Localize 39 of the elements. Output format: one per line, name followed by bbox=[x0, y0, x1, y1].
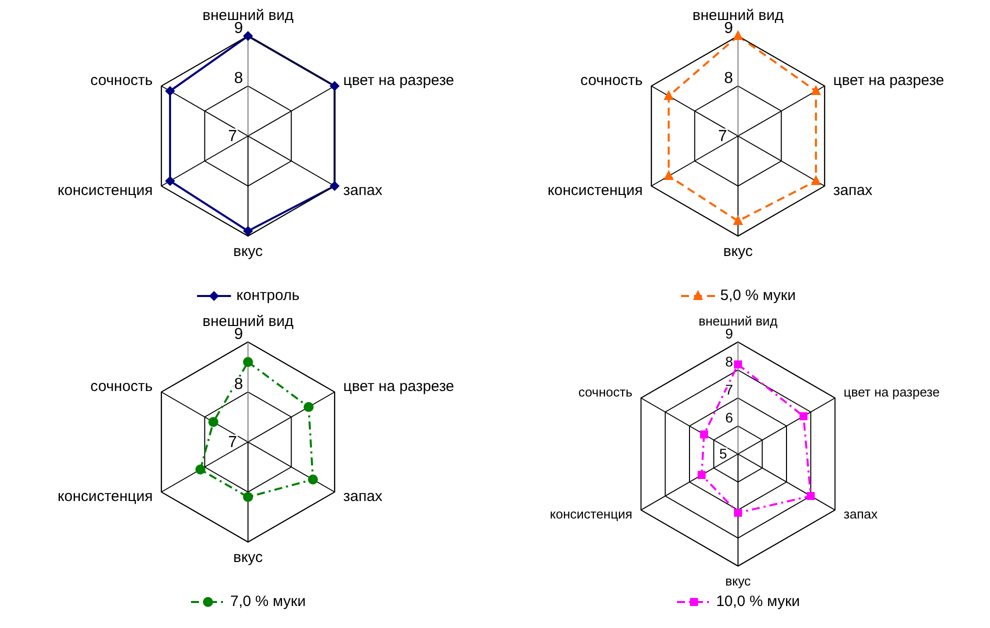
legend-label: 10,0 % муки bbox=[716, 593, 800, 610]
y-tick-label: 9 bbox=[234, 20, 244, 38]
legend-label: 7,0 % муки bbox=[230, 593, 306, 610]
spoke-label: сочность bbox=[578, 384, 633, 400]
spoke-label: цвет на разрезе bbox=[343, 378, 454, 395]
y-tick-label: 7 bbox=[228, 128, 238, 146]
spoke-label: консистенция bbox=[548, 182, 643, 199]
y-tick-label: 9 bbox=[724, 20, 734, 38]
y-tick-label: 7 bbox=[228, 434, 238, 452]
spoke-label: консистенция bbox=[58, 182, 153, 199]
legend-label: контроль bbox=[236, 287, 300, 304]
y-tick-label: 7 bbox=[718, 128, 728, 146]
legend-label: 5,0 % муки bbox=[720, 287, 796, 304]
spoke-label: сочность bbox=[90, 72, 153, 89]
spoke-label: вкус bbox=[233, 242, 264, 260]
y-tick-label: 8 bbox=[234, 376, 244, 394]
y-tick-label: 8 bbox=[725, 354, 734, 370]
spoke-label: консистенция bbox=[58, 488, 153, 505]
spoke-label: консистенция bbox=[550, 506, 632, 522]
y-tick-label: 9 bbox=[725, 326, 734, 342]
y-tick-label: 8 bbox=[724, 70, 734, 88]
spoke-label: сочность bbox=[90, 378, 153, 395]
spoke-label: вкус bbox=[725, 573, 752, 588]
spoke-label: запах bbox=[343, 488, 383, 505]
spoke-label: вкус bbox=[233, 548, 264, 566]
spoke-label: вкус bbox=[723, 242, 754, 260]
y-tick-label: 5 bbox=[719, 446, 728, 462]
spoke-label: сочность bbox=[580, 72, 643, 89]
spoke-label: внешний вид bbox=[698, 313, 778, 328]
y-tick-label: 6 bbox=[725, 410, 734, 426]
spoke-label: цвет на разрезе bbox=[343, 72, 454, 89]
spoke-label: запах bbox=[343, 182, 383, 199]
y-tick-label: 9 bbox=[234, 326, 244, 344]
y-tick-label: 7 bbox=[725, 382, 734, 398]
spoke-label: запах bbox=[844, 506, 878, 522]
y-tick-label: 8 bbox=[234, 70, 244, 88]
spoke-label: запах bbox=[833, 182, 873, 199]
spoke-label: цвет на разрезе bbox=[844, 384, 940, 400]
spoke-label: цвет на разрезе bbox=[833, 72, 944, 89]
